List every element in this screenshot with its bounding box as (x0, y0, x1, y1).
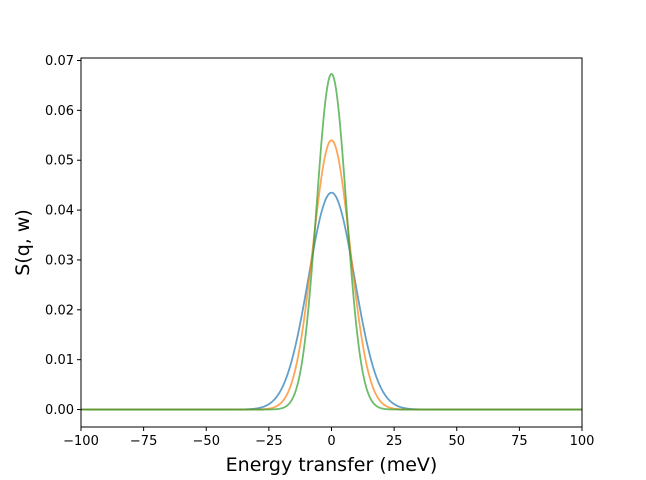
y-tick-label: 0.02 (45, 303, 74, 318)
series-line-3 (81, 72, 582, 411)
x-tick-label: −100 (63, 434, 99, 449)
x-tick-label: −75 (130, 434, 157, 449)
x-tick-label: 50 (448, 434, 465, 449)
y-tick-label: 0.04 (45, 204, 74, 219)
series-layer (81, 72, 582, 411)
y-axis-label: S(q, w) (12, 209, 34, 276)
y-tick-label: 0.00 (45, 403, 74, 418)
x-axis-label: Energy transfer (meV) (226, 454, 438, 476)
x-tick-label: 75 (511, 434, 528, 449)
y-tick-label: 0.03 (45, 253, 74, 268)
x-axis-ticks: −100 −75 −50 −25 0 25 50 75 100 (63, 427, 594, 449)
y-tick-label: 0.07 (45, 54, 74, 69)
x-tick-label: 25 (386, 434, 403, 449)
x-tick-label: 100 (570, 434, 595, 449)
y-tick-label: 0.06 (45, 104, 74, 119)
y-tick-label: 0.05 (45, 154, 74, 169)
x-tick-label: −25 (255, 434, 282, 449)
x-tick-label: −50 (193, 434, 220, 449)
y-tick-label: 0.01 (45, 353, 74, 368)
y-axis-ticks: 0.00 0.01 0.02 0.03 0.04 0.05 0.06 0.07 (45, 54, 81, 418)
x-tick-label: 0 (327, 434, 335, 449)
